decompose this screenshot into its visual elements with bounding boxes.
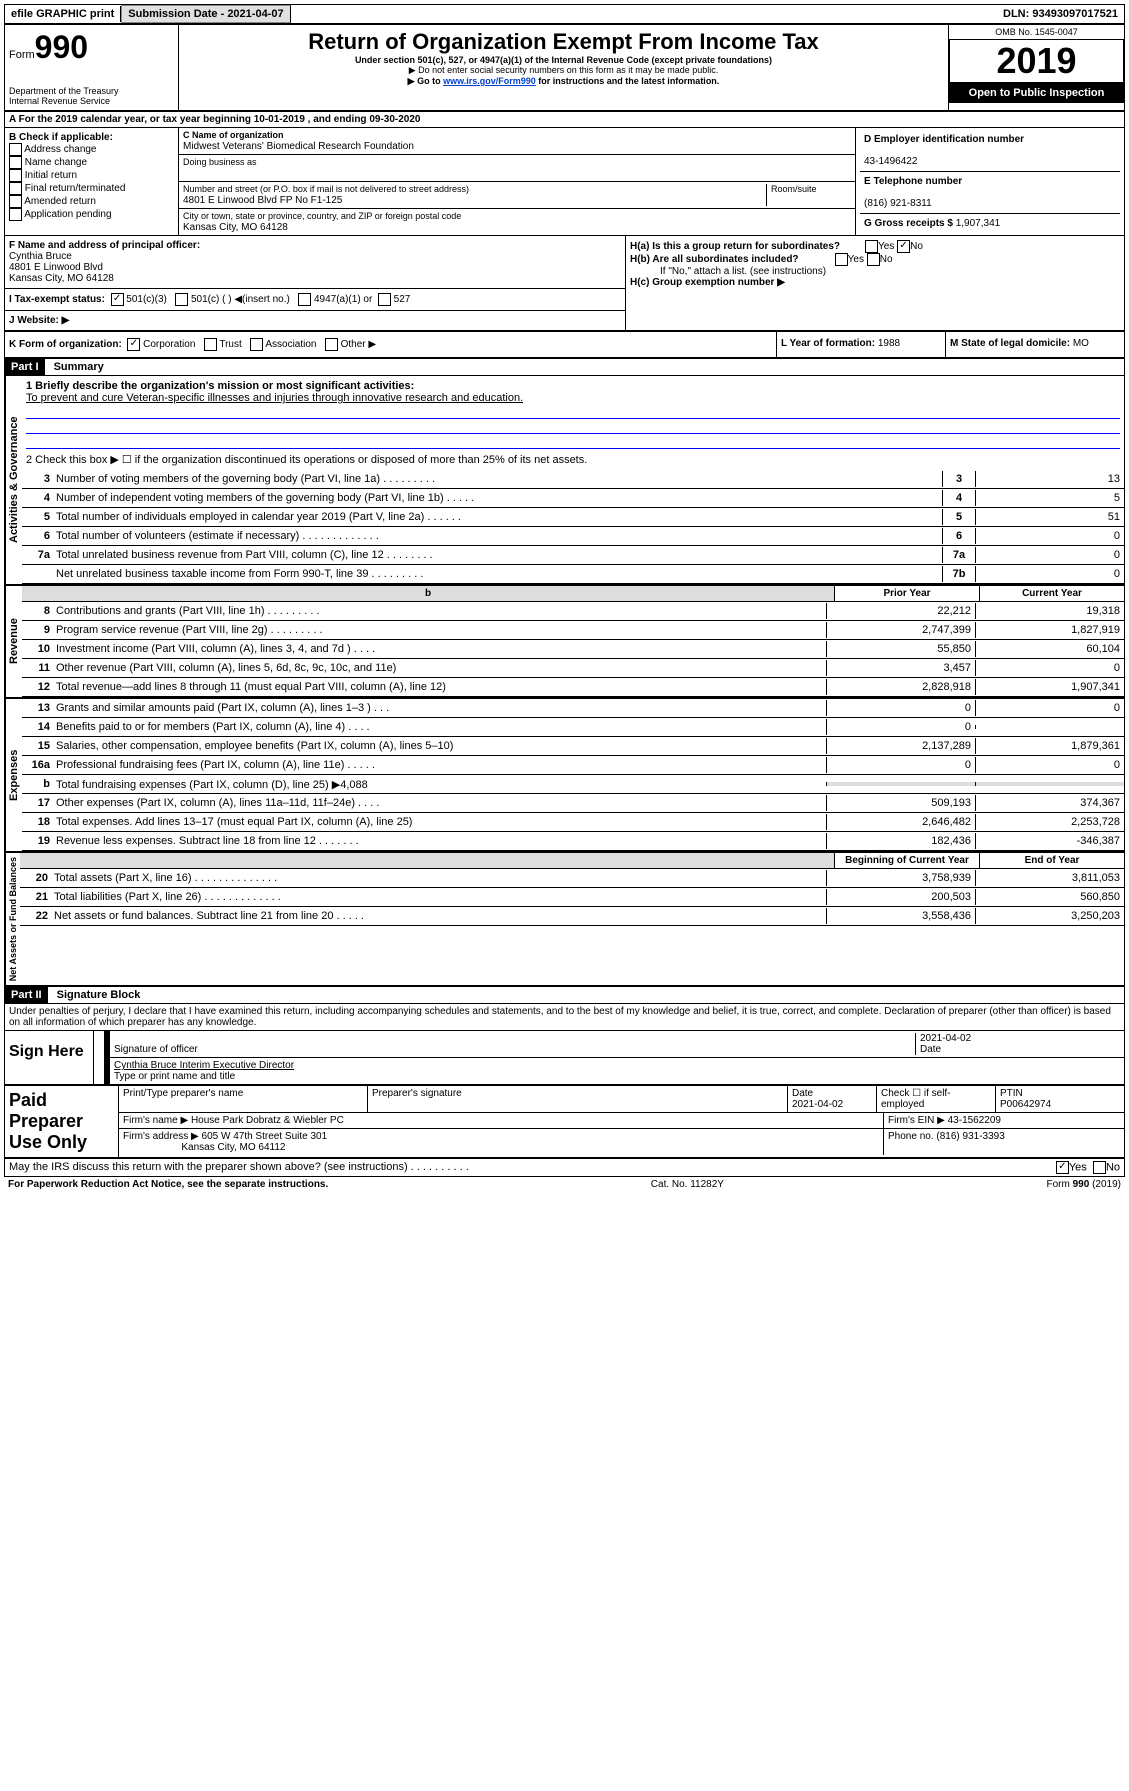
efile-label: efile GRAPHIC print <box>5 6 121 22</box>
summary-line-9: 9Program service revenue (Part VIII, lin… <box>22 621 1124 640</box>
checkbox-527[interactable] <box>378 293 391 306</box>
summary-line-13: 13Grants and similar amounts paid (Part … <box>22 699 1124 718</box>
summary-line-12: 12Total revenue—add lines 8 through 11 (… <box>22 678 1124 697</box>
governance-label: Activities & Governance <box>5 376 22 584</box>
section-c: C Name of organizationMidwest Veterans' … <box>179 128 856 235</box>
section-k: K Form of organization: <box>9 339 122 350</box>
section-b: B Check if applicable: Address change Na… <box>5 128 179 235</box>
dept-treasury: Department of the Treasury <box>9 86 174 96</box>
form-note2: ▶ Go to www.irs.gov/Form990 for instruct… <box>183 76 944 87</box>
open-inspection: Open to Public Inspection <box>949 83 1124 103</box>
section-f-label: F Name and address of principal officer: <box>9 240 200 251</box>
discuss-question: May the IRS discuss this return with the… <box>9 1161 1056 1174</box>
part1-title: Summary <box>48 359 110 375</box>
summary-line-3: 3Number of voting members of the governi… <box>22 470 1124 489</box>
summary-line-4: 4Number of independent voting members of… <box>22 489 1124 508</box>
section-i: I Tax-exempt status: <box>9 294 105 305</box>
form-header: Form990 Department of the Treasury Inter… <box>5 25 1124 112</box>
checkbox-trust[interactable] <box>204 338 217 351</box>
summary-line-7b: Net unrelated business taxable income fr… <box>22 565 1124 584</box>
checkbox-initial-return[interactable]: Initial return <box>9 169 174 182</box>
netassets-label: Net Assets or Fund Balances <box>5 853 20 985</box>
dept-irs: Internal Revenue Service <box>9 96 174 106</box>
checkbox-501c3[interactable] <box>111 293 124 306</box>
footer-mid: Cat. No. 11282Y <box>651 1179 724 1190</box>
declaration: Under penalties of perjury, I declare th… <box>5 1004 1124 1030</box>
section-a: A For the 2019 calendar year, or tax yea… <box>5 112 1124 128</box>
summary-line-22: 22Net assets or fund balances. Subtract … <box>20 907 1124 926</box>
summary-line-b: bTotal fundraising expenses (Part IX, co… <box>22 775 1124 794</box>
discuss-yes[interactable] <box>1056 1161 1069 1174</box>
part1-header: Part I <box>5 359 45 375</box>
summary-line-18: 18Total expenses. Add lines 13–17 (must … <box>22 813 1124 832</box>
checkbox-amended-return[interactable]: Amended return <box>9 195 174 208</box>
checkbox-other[interactable] <box>325 338 338 351</box>
checkbox-address-change[interactable]: Address change <box>9 143 174 156</box>
summary-line-20: 20Total assets (Part X, line 16) . . . .… <box>20 869 1124 888</box>
form-label: Form <box>9 49 35 61</box>
submission-date: Submission Date - 2021-04-07 <box>121 5 290 23</box>
omb: OMB No. 1545-0047 <box>949 25 1124 40</box>
summary-line-14: 14Benefits paid to or for members (Part … <box>22 718 1124 737</box>
checkbox-application-pending[interactable]: Application pending <box>9 208 174 221</box>
summary-line-6: 6Total number of volunteers (estimate if… <box>22 527 1124 546</box>
checkbox-assoc[interactable] <box>250 338 263 351</box>
line2: 2 Check this box ▶ ☐ if the organization… <box>22 449 1124 470</box>
summary-line-5: 5Total number of individuals employed in… <box>22 508 1124 527</box>
irs-link[interactable]: www.irs.gov/Form990 <box>443 76 536 86</box>
checkbox-name-change[interactable]: Name change <box>9 156 174 169</box>
summary-line-7a: 7aTotal unrelated business revenue from … <box>22 546 1124 565</box>
section-h: H(a) Is this a group return for subordin… <box>626 236 1124 330</box>
part2-header: Part II <box>5 987 48 1003</box>
form-subtitle: Under section 501(c), 527, or 4947(a)(1)… <box>183 55 944 65</box>
form-number: 990 <box>35 29 88 65</box>
top-bar: efile GRAPHIC print Submission Date - 20… <box>4 4 1125 24</box>
checkbox-501c[interactable] <box>175 293 188 306</box>
line1-label: 1 Briefly describe the organization's mi… <box>26 380 414 392</box>
dln: DLN: 93493097017521 <box>997 6 1124 22</box>
footer-left: For Paperwork Reduction Act Notice, see … <box>8 1179 328 1190</box>
checkbox-corp[interactable] <box>127 338 140 351</box>
form-title: Return of Organization Exempt From Incom… <box>183 29 944 55</box>
tax-year: 2019 <box>949 40 1124 83</box>
summary-line-10: 10Investment income (Part VIII, column (… <box>22 640 1124 659</box>
summary-line-19: 19Revenue less expenses. Subtract line 1… <box>22 832 1124 851</box>
footer-right: Form 990 (2019) <box>1047 1179 1121 1190</box>
sign-here: Sign Here <box>5 1031 94 1084</box>
paid-preparer: Paid Preparer Use Only <box>5 1086 118 1157</box>
form-note1: ▶ Do not enter social security numbers o… <box>183 65 944 76</box>
discuss-no[interactable] <box>1093 1161 1106 1174</box>
section-j: J Website: ▶ <box>5 311 625 330</box>
checkbox-final-return-terminated[interactable]: Final return/terminated <box>9 182 174 195</box>
section-d: D Employer identification number43-14964… <box>856 128 1124 235</box>
summary-line-21: 21Total liabilities (Part X, line 26) . … <box>20 888 1124 907</box>
checkbox-4947[interactable] <box>298 293 311 306</box>
summary-line-15: 15Salaries, other compensation, employee… <box>22 737 1124 756</box>
revenue-label: Revenue <box>5 586 22 697</box>
summary-line-8: 8Contributions and grants (Part VIII, li… <box>22 602 1124 621</box>
expenses-label: Expenses <box>5 699 22 851</box>
summary-line-17: 17Other expenses (Part IX, column (A), l… <box>22 794 1124 813</box>
summary-line-16a: 16aProfessional fundraising fees (Part I… <box>22 756 1124 775</box>
summary-line-11: 11Other revenue (Part VIII, column (A), … <box>22 659 1124 678</box>
part2-title: Signature Block <box>51 987 147 1003</box>
mission-text: To prevent and cure Veteran-specific ill… <box>26 392 523 404</box>
